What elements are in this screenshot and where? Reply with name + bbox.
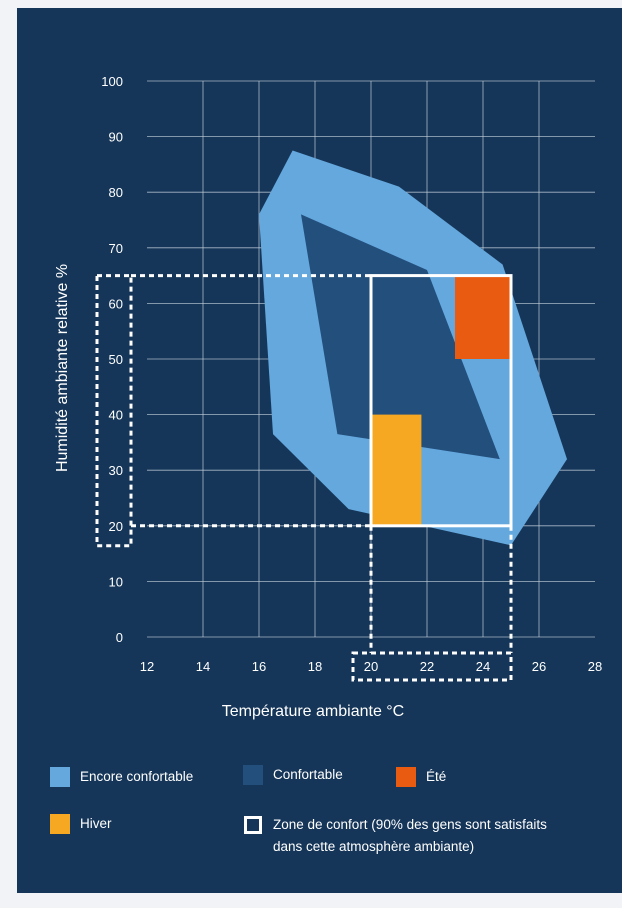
swatch-confortable	[243, 765, 263, 785]
x-axis-label: Température ambiante °C	[222, 703, 404, 720]
x-tick-label-24: 24	[476, 659, 490, 674]
legend-item-confortable: Confortable	[243, 764, 343, 786]
y-tick-label-80: 80	[109, 185, 123, 200]
legend-label: Zone de confort (90% des gens sont satis…	[273, 817, 547, 854]
y-tick-label-60: 60	[109, 296, 123, 311]
legend-label: Hiver	[80, 816, 112, 831]
x-tick-label-22: 22	[420, 659, 434, 674]
legend-item-zone-de-confort: Zone de confort (90% des gens sont satis…	[243, 814, 563, 858]
x-tick-label-16: 16	[252, 659, 266, 674]
y-tick-label-30: 30	[109, 463, 123, 478]
temperature-range-box	[351, 651, 513, 682]
legend-item-hiver: Hiver	[50, 813, 112, 835]
legend-label: Été	[426, 769, 447, 784]
y-axis-label: Humidité ambiante relative %	[54, 264, 71, 472]
reference-range-boxes	[95, 274, 513, 682]
x-tick-label-26: 26	[532, 659, 546, 674]
swatch-hiver	[50, 814, 70, 834]
comfort-regions	[259, 150, 567, 546]
x-tick-label-20: 20	[364, 659, 378, 674]
region-ete	[455, 275, 511, 359]
y-tick-label-50: 50	[109, 352, 123, 367]
y-tick-label-40: 40	[109, 408, 123, 423]
legend-label: Encore confortable	[80, 769, 194, 784]
y-tick-label-10: 10	[109, 574, 123, 589]
swatch-ete	[396, 767, 416, 787]
x-tick-label-28: 28	[588, 659, 602, 674]
y-tick-label-0: 0	[116, 630, 123, 645]
chart-panel: 0 10 20 30 40 50 60 70 80 90 100 12 14 16 18 20 22 24 26 28…	[17, 8, 622, 893]
y-tick-label-100: 100	[101, 74, 123, 89]
x-tick-label-18: 18	[308, 659, 322, 674]
y-tick-label-20: 20	[109, 519, 123, 534]
swatch-zone-de-confort	[244, 816, 262, 834]
y-tick-label-70: 70	[109, 241, 123, 256]
x-tick-label-14: 14	[196, 659, 210, 674]
region-hiver	[371, 414, 422, 526]
y-tick-label-90: 90	[109, 130, 123, 145]
comfort-chart: 0 10 20 30 40 50 60 70 80 90 100 12 14 16 18 20 22 24 26 28…	[54, 74, 602, 720]
x-tick-label-12: 12	[140, 659, 154, 674]
legend-item-ete: Été	[396, 766, 446, 788]
tick-labels: 0 10 20 30 40 50 60 70 80 90 100 12 14 16 18 20 22 24 26 28	[101, 74, 602, 674]
legend-item-encore-confortable: Encore confortable	[50, 766, 193, 788]
legend-label: Confortable	[273, 767, 343, 782]
region-zone-de-confort	[369, 274, 513, 528]
swatch-encore-confortable	[50, 767, 70, 787]
